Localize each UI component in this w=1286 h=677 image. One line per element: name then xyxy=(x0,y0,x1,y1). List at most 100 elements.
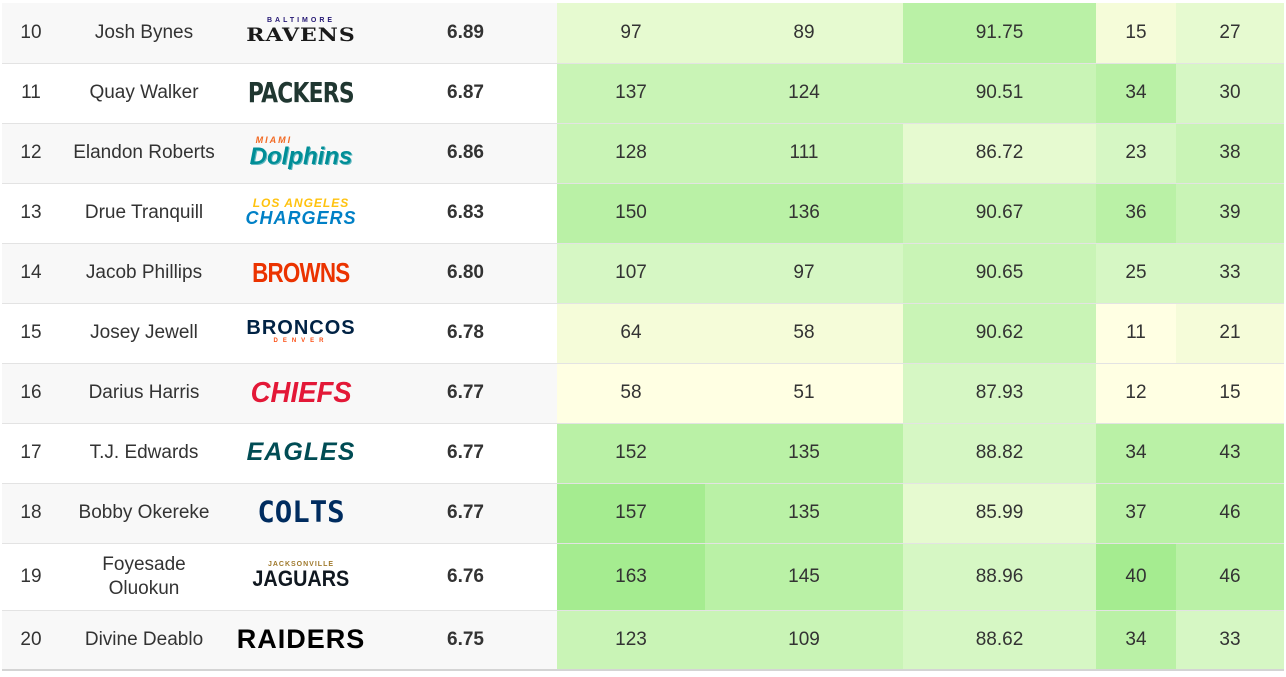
team-logo-cell: COLTS xyxy=(228,483,374,544)
stat-cell-1: 107 xyxy=(557,243,705,304)
rank-cell: 13 xyxy=(2,183,60,244)
table-row[interactable]: 10 Josh Bynes BALTIMORE RAVENS 6.89 97 8… xyxy=(2,3,1284,64)
stat-cell-5: 21 xyxy=(1176,303,1284,364)
colts-logo: COLTS xyxy=(257,498,344,527)
stat-cell-1: 58 xyxy=(557,363,705,424)
rank-cell: 10 xyxy=(2,3,60,64)
jaguars-logo: JACKSONVILLE JAGUARS xyxy=(247,561,355,590)
stat-cell-1: 152 xyxy=(557,423,705,484)
stat-cell-2: 109 xyxy=(705,610,903,671)
raiders-logo: RAIDERS xyxy=(236,623,366,654)
player-name[interactable]: Josh Bynes xyxy=(60,3,228,64)
stat-cell-3: 85.99 xyxy=(903,483,1096,544)
broncos-logo: BRONCOS DENVER xyxy=(246,318,355,344)
rank-cell: 16 xyxy=(2,363,60,424)
team-logo-main-text: BROWNS xyxy=(252,256,350,288)
team-logo-main-text: PACKERS xyxy=(248,75,355,109)
stat-cell-4: 40 xyxy=(1096,543,1176,611)
player-name[interactable]: Elandon Roberts xyxy=(60,123,228,184)
stat-cell-2: 97 xyxy=(705,243,903,304)
team-logo-main-text: RAIDERS xyxy=(236,623,366,654)
team-logo-cell: RAIDERS xyxy=(228,610,374,671)
table-row[interactable]: 11 Quay Walker PACKERS 6.87 137 124 90.5… xyxy=(2,63,1284,124)
table-row[interactable]: 14 Jacob Phillips BROWNS 6.80 107 97 90.… xyxy=(2,243,1284,304)
grade-cell: 6.83 xyxy=(374,183,557,244)
table-body: 10 Josh Bynes BALTIMORE RAVENS 6.89 97 8… xyxy=(2,3,1284,671)
team-logo-top-text: LOS ANGELES xyxy=(252,195,350,210)
team-logo-cell: BALTIMORE RAVENS xyxy=(228,3,374,64)
stat-cell-3: 88.82 xyxy=(903,423,1096,484)
player-name[interactable]: Foyesade Oluokun xyxy=(60,543,228,611)
team-logo-cell: CHIEFS xyxy=(228,363,374,424)
team-logo-main-text: JAGUARS xyxy=(252,566,350,591)
player-name[interactable]: Divine Deablo xyxy=(60,610,228,671)
grade-cell: 6.77 xyxy=(374,363,557,424)
team-logo-top-text: JACKSONVILLE xyxy=(267,561,335,568)
stat-cell-4: 25 xyxy=(1096,243,1176,304)
table-row[interactable]: 17 T.J. Edwards EAGLES 6.77 152 135 88.8… xyxy=(2,423,1284,484)
team-logo-main-text: CHARGERS xyxy=(245,207,357,228)
grade-cell: 6.76 xyxy=(374,543,557,611)
stat-cell-5: 33 xyxy=(1176,243,1284,304)
stat-cell-3: 90.62 xyxy=(903,303,1096,364)
player-name[interactable]: T.J. Edwards xyxy=(60,423,228,484)
stat-cell-2: 124 xyxy=(705,63,903,124)
table-row[interactable]: 15 Josey Jewell BRONCOS DENVER 6.78 64 5… xyxy=(2,303,1284,364)
stat-cell-1: 150 xyxy=(557,183,705,244)
chargers-logo: LOS ANGELES CHARGERS xyxy=(245,197,356,227)
packers-logo: PACKERS xyxy=(233,75,369,109)
team-logo-cell: BROWNS xyxy=(228,243,374,304)
table-row[interactable]: 16 Darius Harris CHIEFS 6.77 58 51 87.93… xyxy=(2,363,1284,424)
stat-cell-2: 136 xyxy=(705,183,903,244)
stat-cell-5: 15 xyxy=(1176,363,1284,424)
player-name[interactable]: Darius Harris xyxy=(60,363,228,424)
rank-cell: 14 xyxy=(2,243,60,304)
rank-cell: 15 xyxy=(2,303,60,364)
stat-cell-4: 34 xyxy=(1096,63,1176,124)
grade-cell: 6.77 xyxy=(374,423,557,484)
team-logo-cell: PACKERS xyxy=(228,63,374,124)
grade-cell: 6.77 xyxy=(374,483,557,544)
stat-cell-3: 88.62 xyxy=(903,610,1096,671)
stat-cell-2: 51 xyxy=(705,363,903,424)
browns-logo: BROWNS xyxy=(240,256,362,288)
player-name[interactable]: Josey Jewell xyxy=(60,303,228,364)
grade-cell: 6.75 xyxy=(374,610,557,671)
stat-cell-5: 33 xyxy=(1176,610,1284,671)
rank-cell: 17 xyxy=(2,423,60,484)
grade-cell: 6.89 xyxy=(374,3,557,64)
stat-cell-1: 137 xyxy=(557,63,705,124)
player-name[interactable]: Bobby Okereke xyxy=(60,483,228,544)
stat-cell-2: 89 xyxy=(705,3,903,64)
rank-cell: 19 xyxy=(2,543,60,611)
stat-cell-3: 91.75 xyxy=(903,3,1096,64)
stat-cell-3: 90.51 xyxy=(903,63,1096,124)
team-logo-cell: MIAMI Dolphins xyxy=(228,123,374,184)
table-row[interactable]: 13 Drue Tranquill LOS ANGELES CHARGERS 6… xyxy=(2,183,1284,244)
team-logo-main-text: RAVENS xyxy=(246,24,356,47)
team-logo-main-text: EAGLES xyxy=(246,438,356,466)
stat-cell-5: 39 xyxy=(1176,183,1284,244)
player-name[interactable]: Jacob Phillips xyxy=(60,243,228,304)
team-logo-top-text: BALTIMORE xyxy=(266,17,336,25)
stat-cell-1: 163 xyxy=(557,543,705,611)
table-row[interactable]: 20 Divine Deablo RAIDERS 6.75 123 109 88… xyxy=(2,610,1284,671)
table-row[interactable]: 18 Bobby Okereke COLTS 6.77 157 135 85.9… xyxy=(2,483,1284,544)
stat-cell-5: 46 xyxy=(1176,483,1284,544)
ravens-logo: BALTIMORE RAVENS xyxy=(246,17,356,46)
team-logo-bottom-text: DENVER xyxy=(273,338,329,344)
stat-cell-3: 87.93 xyxy=(903,363,1096,424)
stat-cell-5: 43 xyxy=(1176,423,1284,484)
player-name[interactable]: Quay Walker xyxy=(60,63,228,124)
stat-cell-5: 46 xyxy=(1176,543,1284,611)
team-logo-cell: EAGLES xyxy=(228,423,374,484)
stat-cell-1: 157 xyxy=(557,483,705,544)
table-row[interactable]: 12 Elandon Roberts MIAMI Dolphins 6.86 1… xyxy=(2,123,1284,184)
chiefs-logo: CHIEFS xyxy=(248,378,354,408)
player-name[interactable]: Drue Tranquill xyxy=(60,183,228,244)
stat-cell-3: 90.67 xyxy=(903,183,1096,244)
team-logo-main-text: COLTS xyxy=(257,495,345,529)
grade-cell: 6.86 xyxy=(374,123,557,184)
table-row[interactable]: 19 Foyesade Oluokun JACKSONVILLE JAGUARS… xyxy=(2,543,1284,611)
stat-cell-5: 38 xyxy=(1176,123,1284,184)
